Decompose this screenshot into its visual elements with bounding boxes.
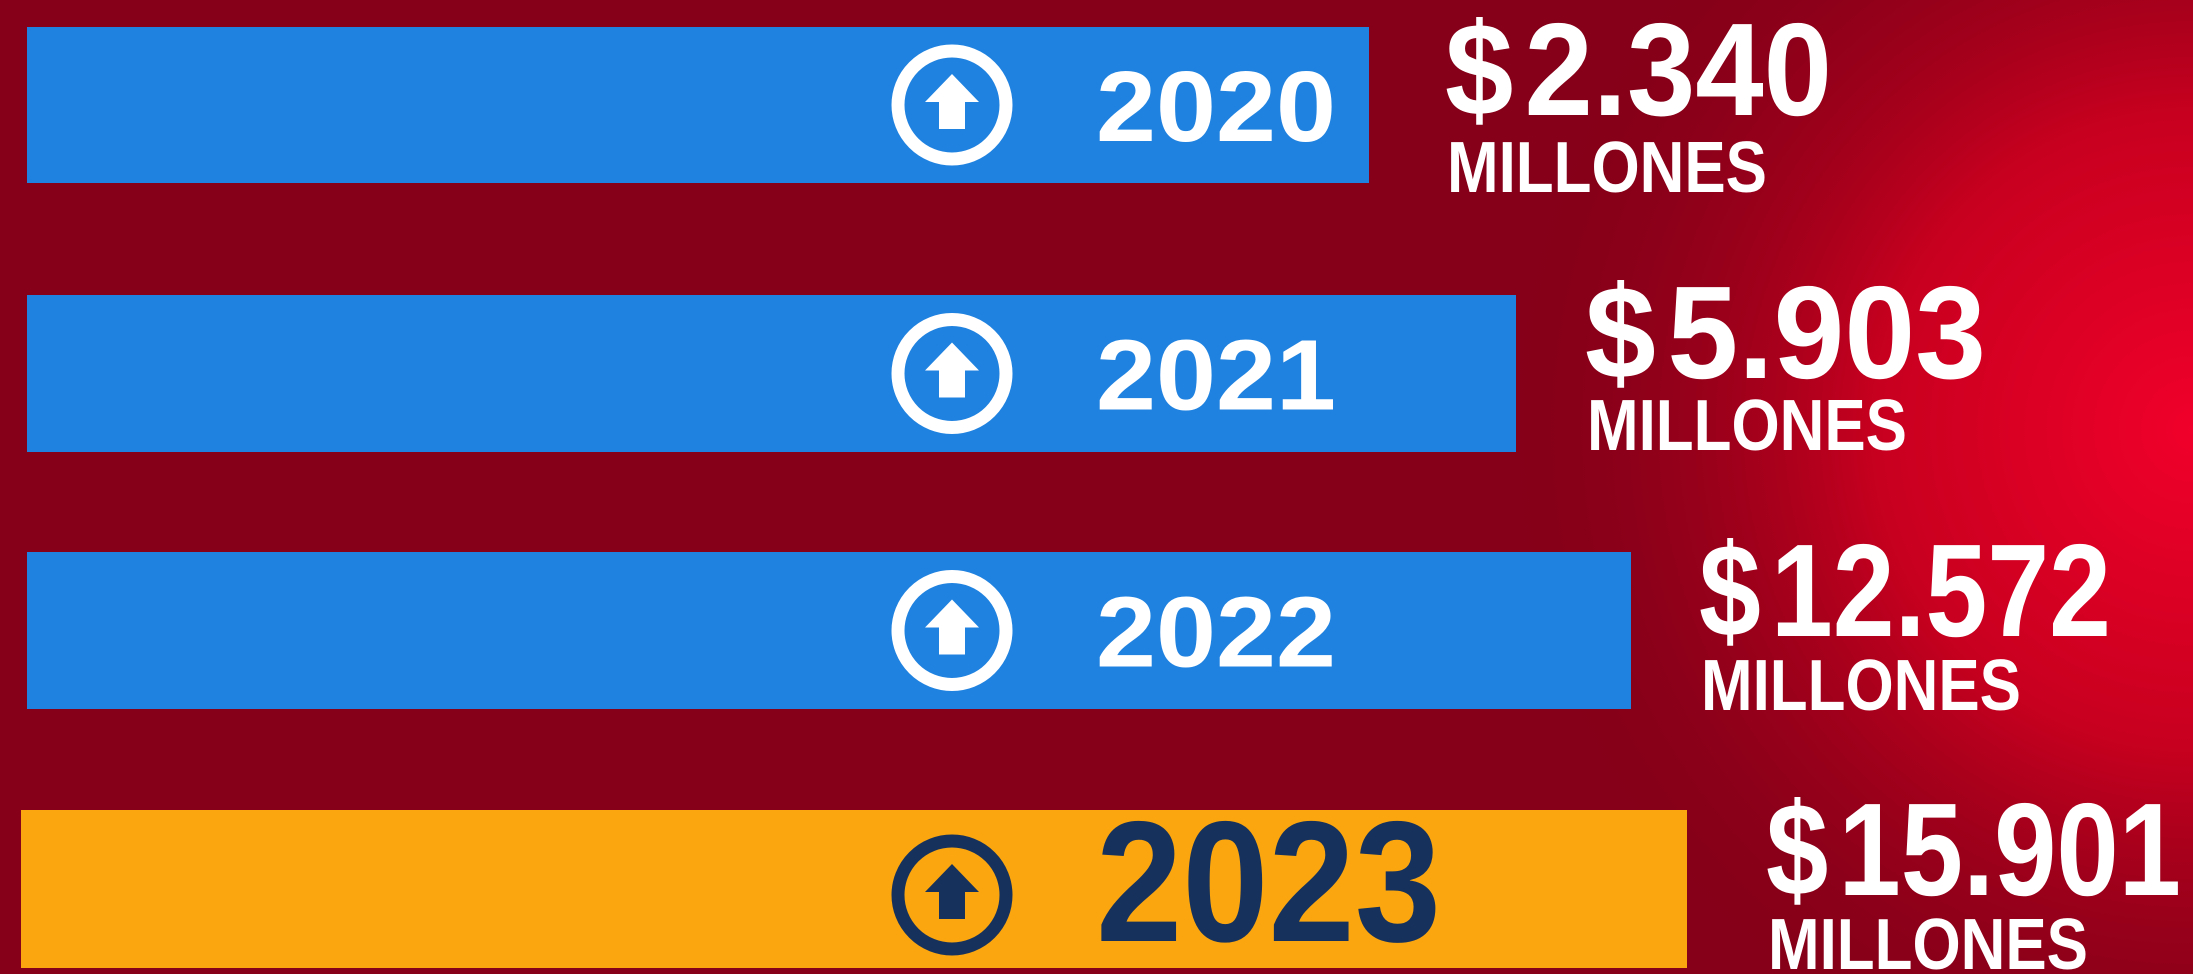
up-arrow-icon [891, 834, 1013, 956]
amount-value: 2.340 [1525, 0, 1832, 143]
amount: $12.572 [1699, 517, 2111, 664]
unit: MILLONES [1768, 905, 2088, 974]
year-label: 2021 [1096, 320, 1336, 432]
amount-value: 15.901 [1838, 776, 2181, 923]
icon-ring [891, 570, 1013, 691]
currency: $ [1766, 776, 1828, 923]
amount-value: 5.903 [1667, 259, 1986, 406]
currency: $ [1699, 517, 1761, 664]
icon-ring [891, 313, 1013, 434]
amount: $5.903 [1585, 259, 1986, 406]
bar [27, 27, 1369, 183]
icon-ring [891, 44, 1013, 166]
amount-value: 12.572 [1771, 517, 2111, 664]
amount: $2.340 [1445, 0, 1832, 143]
icon-arrow [925, 342, 979, 398]
year-label: 2023 [1096, 786, 1441, 974]
year-label: 2020 [1096, 51, 1336, 163]
up-arrow-icon [891, 44, 1013, 166]
unit: MILLONES [1701, 646, 2021, 726]
icon-arrow [925, 864, 979, 919]
icon-arrow [925, 599, 979, 655]
bar [21, 810, 1687, 968]
unit: MILLONES [1447, 128, 1767, 208]
bar [27, 552, 1631, 709]
bar [27, 295, 1516, 452]
currency: $ [1445, 0, 1513, 143]
up-arrow-icon [891, 570, 1013, 691]
icon-ring [891, 834, 1013, 956]
up-arrow-icon [891, 313, 1013, 434]
unit: MILLONES [1587, 386, 1907, 466]
year-label: 2022 [1096, 577, 1336, 689]
row: 2023 $15.901MILLONES [21, 776, 2181, 974]
amount: $15.901 [1766, 776, 2181, 923]
currency: $ [1585, 259, 1656, 406]
icon-arrow [925, 74, 979, 129]
